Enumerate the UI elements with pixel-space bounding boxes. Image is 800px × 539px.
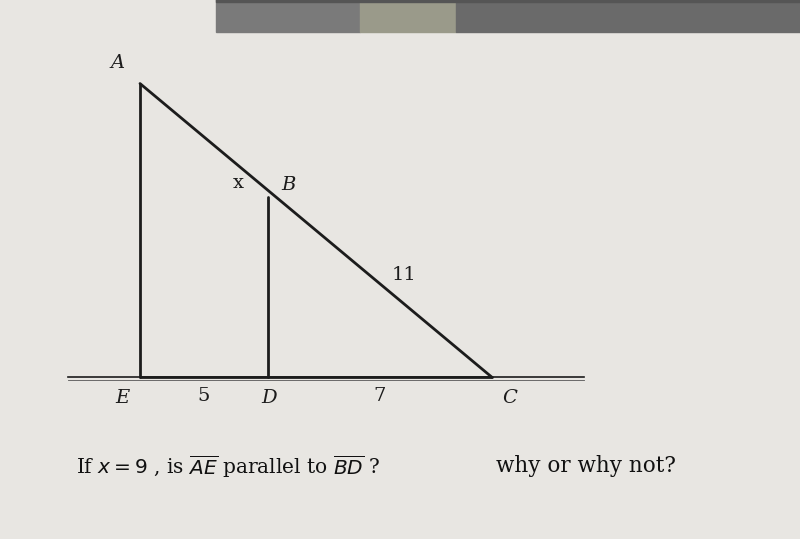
Text: 7: 7 (374, 387, 386, 405)
Text: A: A (110, 54, 125, 72)
Text: 11: 11 (392, 266, 416, 284)
Bar (456, 0, 800, 32)
Text: C: C (502, 389, 517, 407)
Bar (216, 0, 360, 32)
Text: D: D (262, 389, 278, 407)
Text: If $x = 9$ , is $\overline{AE}$ parallel to $\overline{BD}$ ?: If $x = 9$ , is $\overline{AE}$ parallel… (76, 453, 381, 480)
Text: B: B (281, 176, 295, 194)
Text: why or why not?: why or why not? (496, 455, 676, 477)
Text: 5: 5 (198, 387, 210, 405)
Bar (360, 0, 456, 32)
Text: E: E (115, 389, 130, 407)
Bar (216, 0, 800, 2)
Text: x: x (233, 174, 244, 192)
